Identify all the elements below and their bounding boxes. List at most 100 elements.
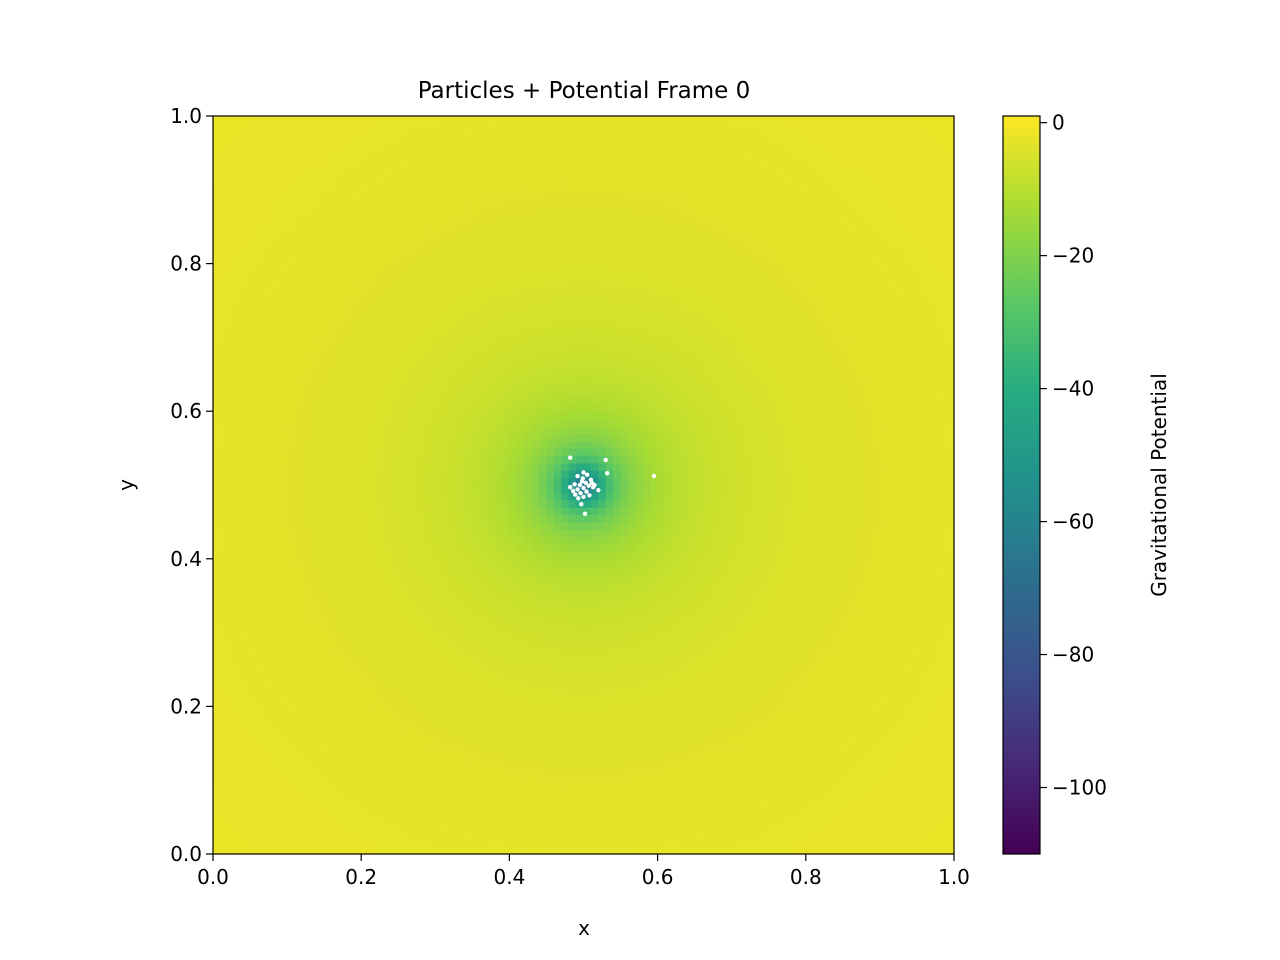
heatmap-cell [250, 706, 259, 715]
heatmap-cell [620, 713, 629, 722]
heatmap-cell [642, 551, 651, 560]
heatmap-cell [835, 544, 844, 553]
heatmap-cell [679, 566, 688, 575]
heatmap-cell [931, 735, 940, 744]
heatmap-cell [650, 735, 659, 744]
heatmap-cell [902, 787, 911, 796]
heatmap-cell [613, 654, 622, 663]
heatmap-cell [450, 787, 459, 796]
heatmap-cell [946, 765, 955, 774]
heatmap-cell [605, 536, 614, 545]
heatmap-cell [731, 647, 740, 656]
heatmap-cell [479, 735, 488, 744]
heatmap-cell [842, 699, 851, 707]
heatmap-cell [501, 529, 510, 538]
heatmap-cell [509, 536, 518, 545]
heatmap-cell [768, 839, 777, 848]
heatmap-cell [301, 699, 310, 707]
heatmap-cell [561, 809, 570, 818]
heatmap-cell [842, 492, 851, 501]
heatmap-cell [309, 551, 318, 560]
heatmap-cell [287, 706, 296, 715]
heatmap-cell [916, 536, 925, 545]
heatmap-cell [879, 529, 888, 538]
heatmap-cell [650, 625, 659, 634]
heatmap-cell [620, 551, 629, 560]
heatmap-cell [264, 721, 273, 730]
heatmap-cell [398, 699, 407, 707]
heatmap-cell [776, 625, 785, 634]
heatmap-cell [546, 536, 555, 545]
heatmap-cell [879, 699, 888, 707]
heatmap-cell [672, 662, 681, 671]
heatmap-cell [539, 617, 548, 626]
heatmap-cell [450, 846, 459, 855]
heatmap-cell [687, 721, 696, 730]
heatmap-cell [746, 765, 755, 774]
heatmap-cell [242, 588, 251, 597]
heatmap-cell [702, 780, 711, 789]
heatmap-cell [672, 809, 681, 818]
heatmap-cell [946, 580, 955, 589]
heatmap-cell [768, 654, 777, 663]
heatmap-cell [679, 595, 688, 604]
heatmap-cell [924, 529, 933, 538]
heatmap-cell [739, 617, 748, 626]
heatmap-cell [568, 507, 577, 516]
heatmap-cell [694, 603, 703, 612]
heatmap-cell [531, 588, 540, 597]
heatmap-cell [887, 802, 896, 811]
heatmap-cell [509, 521, 518, 530]
heatmap-cell [627, 750, 636, 759]
heatmap-cell [516, 536, 525, 545]
heatmap-cell [390, 721, 399, 730]
heatmap-cell [828, 728, 837, 737]
heatmap-cell [487, 551, 496, 560]
heatmap-cell [902, 529, 911, 538]
heatmap-cell [642, 817, 651, 826]
heatmap-cell [665, 662, 674, 671]
heatmap-cell [761, 662, 770, 671]
heatmap-cell [583, 536, 592, 545]
heatmap-cell [301, 676, 310, 685]
heatmap-cell [828, 765, 837, 774]
heatmap-cell [272, 654, 281, 663]
heatmap-cell [716, 558, 725, 567]
heatmap-cell [346, 610, 355, 619]
heatmap-cell [739, 639, 748, 648]
heatmap-cell [650, 684, 659, 693]
heatmap-cell [894, 639, 903, 648]
heatmap-cell [516, 669, 525, 678]
heatmap-cell [887, 743, 896, 752]
heatmap-cell [250, 654, 259, 663]
heatmap-cell [279, 684, 288, 693]
heatmap-cell [709, 507, 718, 516]
heatmap-cell [605, 794, 614, 803]
heatmap-cell [924, 558, 933, 567]
heatmap-cell [939, 632, 948, 641]
heatmap-cell [398, 839, 407, 848]
heatmap-cell [739, 647, 748, 656]
heatmap-cell [338, 588, 347, 597]
heatmap-cell [235, 691, 244, 700]
heatmap-cell [850, 817, 859, 826]
heatmap-cell [405, 507, 414, 516]
heatmap-cell [828, 676, 837, 685]
heatmap-cell [790, 824, 799, 833]
heatmap-cell [694, 558, 703, 567]
heatmap-cell [331, 617, 340, 626]
heatmap-cell [583, 558, 592, 567]
heatmap-cell [731, 617, 740, 626]
heatmap-cell [316, 558, 325, 567]
heatmap-cell [709, 846, 718, 855]
heatmap-cell [650, 758, 659, 767]
heatmap-cell [613, 639, 622, 648]
heatmap-cell [227, 551, 236, 560]
heatmap-cell [627, 610, 636, 619]
heatmap-cell [501, 558, 510, 567]
heatmap-cell [390, 772, 399, 781]
heatmap-cell [316, 839, 325, 848]
heatmap-cell [242, 787, 251, 796]
heatmap-cell [657, 780, 666, 789]
heatmap-cell [509, 728, 518, 737]
